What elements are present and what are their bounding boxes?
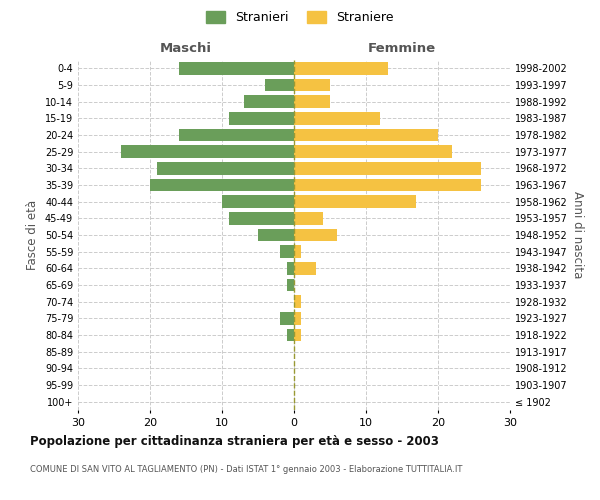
Bar: [244, 96, 294, 108]
Bar: [294, 146, 452, 158]
Bar: [265, 79, 294, 92]
Bar: [294, 96, 330, 108]
Bar: [121, 146, 294, 158]
Bar: [179, 129, 294, 141]
Bar: [157, 162, 294, 174]
Bar: [179, 62, 294, 74]
Bar: [294, 229, 337, 241]
Bar: [287, 279, 294, 291]
Bar: [294, 62, 388, 74]
Bar: [280, 312, 294, 324]
Bar: [294, 112, 380, 124]
Bar: [287, 262, 294, 274]
Bar: [150, 179, 294, 192]
Bar: [294, 129, 438, 141]
Bar: [229, 112, 294, 124]
Bar: [294, 162, 481, 174]
Bar: [294, 312, 301, 324]
Bar: [294, 262, 316, 274]
Bar: [294, 212, 323, 224]
Bar: [294, 79, 330, 92]
Text: Femmine: Femmine: [368, 42, 436, 55]
Legend: Stranieri, Straniere: Stranieri, Straniere: [202, 6, 398, 29]
Text: COMUNE DI SAN VITO AL TAGLIAMENTO (PN) - Dati ISTAT 1° gennaio 2003 - Elaborazio: COMUNE DI SAN VITO AL TAGLIAMENTO (PN) -…: [30, 465, 463, 474]
Bar: [258, 229, 294, 241]
Bar: [294, 246, 301, 258]
Bar: [229, 212, 294, 224]
Text: Maschi: Maschi: [160, 42, 212, 55]
Y-axis label: Anni di nascita: Anni di nascita: [571, 192, 584, 278]
Bar: [294, 196, 416, 208]
Bar: [294, 329, 301, 341]
Text: Popolazione per cittadinanza straniera per età e sesso - 2003: Popolazione per cittadinanza straniera p…: [30, 435, 439, 448]
Bar: [287, 329, 294, 341]
Bar: [222, 196, 294, 208]
Bar: [280, 246, 294, 258]
Bar: [294, 296, 301, 308]
Y-axis label: Fasce di età: Fasce di età: [26, 200, 39, 270]
Bar: [294, 179, 481, 192]
